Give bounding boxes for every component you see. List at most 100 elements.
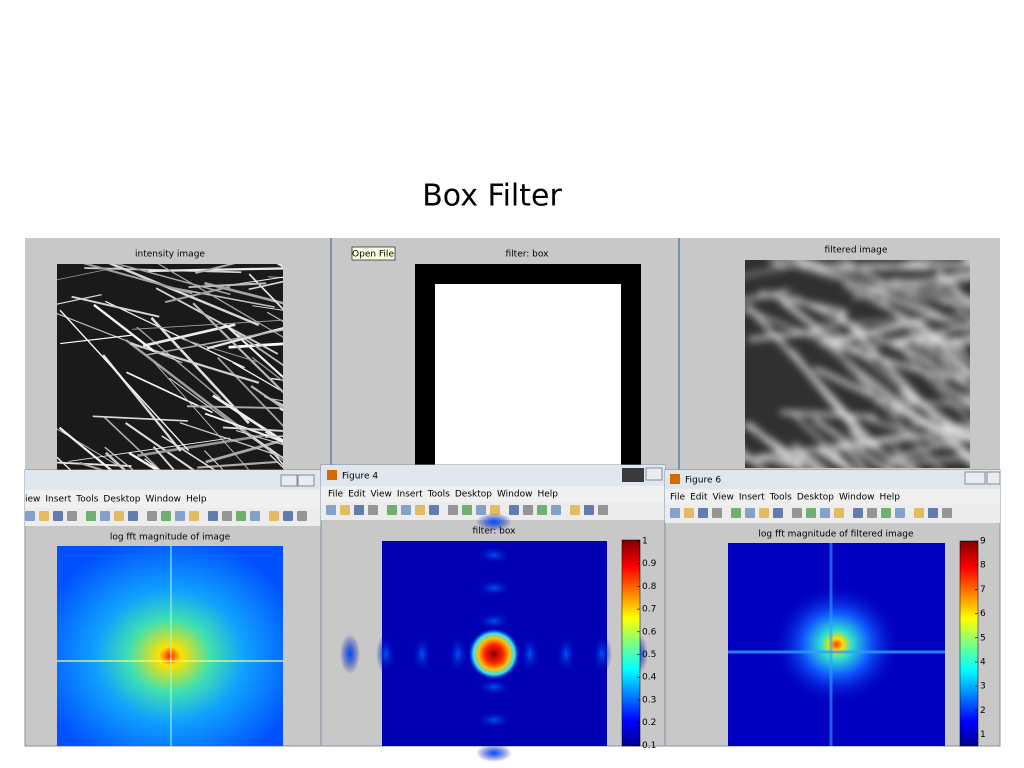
toolbar-button[interactable] [942,508,952,518]
toolbar-button[interactable] [598,505,608,515]
toolbar-button[interactable] [429,505,439,515]
grass-blade [892,407,970,440]
toolbar-button[interactable] [745,508,755,518]
toolbar-button[interactable] [326,505,336,515]
menu-item[interactable]: Insert [739,493,765,503]
grass-blade [153,361,250,470]
menu-item[interactable]: Insert [397,490,423,500]
maximize-button[interactable] [297,474,315,487]
toolbar-button[interactable] [731,508,741,518]
toolbar-button[interactable] [189,511,199,521]
toolbar-button[interactable] [820,508,830,518]
menu-item[interactable]: Edit [348,490,366,500]
menu-item[interactable]: iew [25,495,40,505]
maximize-button[interactable] [986,471,1001,485]
toolbar-button[interactable] [881,508,891,518]
toolbar-button[interactable] [792,508,802,518]
side-lobe [376,634,396,674]
menu-item[interactable]: Desktop [103,495,140,505]
menu-item[interactable]: Desktop [797,493,834,503]
menu-item[interactable]: Tools [427,490,450,500]
toolbar-button[interactable] [114,511,124,521]
toolbar-button[interactable] [269,511,279,521]
toolbar-button[interactable] [368,505,378,515]
toolbar-button[interactable] [584,505,594,515]
toolbar-button[interactable] [175,511,185,521]
toolbar-button[interactable] [853,508,863,518]
toolbar-button[interactable] [462,505,472,515]
grass-blade [812,417,888,468]
menu-item[interactable]: View [371,490,392,500]
toolbar-button[interactable] [340,505,350,515]
minimize-button[interactable] [280,474,298,487]
toolbar-button[interactable] [415,505,425,515]
plot-title: filtered image [825,246,888,256]
toolbar-button[interactable] [928,508,938,518]
menu-item[interactable]: Edit [690,493,708,503]
toolbar-button[interactable] [834,508,844,518]
toolbar-button[interactable] [236,511,246,521]
menu-item[interactable]: File [670,493,686,503]
toolbar-button[interactable] [401,505,411,515]
menu: File Edit View Insert Tools Desktop Window Help [670,493,900,503]
toolbar-button[interactable] [806,508,816,518]
toolbar-button[interactable] [25,511,35,521]
toolbar-button[interactable] [509,505,519,515]
menu-item[interactable]: Help [537,490,558,500]
menu-item[interactable]: View [713,493,734,503]
toolbar-button[interactable] [551,505,561,515]
side-lobe [476,744,512,762]
menu-item[interactable]: Help [186,495,207,505]
toolbar-button[interactable] [387,505,397,515]
menu-item[interactable]: Tools [769,493,792,503]
toolbar-button[interactable] [867,508,877,518]
toolbar-button[interactable] [86,511,96,521]
toolbar-button[interactable] [147,511,157,521]
maximize-button[interactable] [645,467,663,481]
toolbar-button[interactable] [283,511,293,521]
toolbar-button[interactable] [895,508,905,518]
menu-item[interactable]: Window [146,495,182,505]
toolbar-button[interactable] [914,508,924,518]
toolbar-button[interactable] [570,505,580,515]
grass-blade [60,334,132,345]
toolbar-button[interactable] [490,505,500,515]
toolbar-button[interactable] [100,511,110,521]
menu-item[interactable]: Help [879,493,900,503]
toolbar-button[interactable] [670,508,680,518]
toolbar-button[interactable] [773,508,783,518]
toolbar-button[interactable] [208,511,218,521]
toolbar-button[interactable] [523,505,533,515]
menu-item[interactable]: Desktop [455,490,492,500]
menu-item[interactable]: File [328,490,344,500]
toolbar-button[interactable] [222,511,232,521]
toolbar-button[interactable] [67,511,77,521]
toolbar-button[interactable] [250,511,260,521]
colorbar-tick-label: 0.9 [642,559,657,569]
menu-item[interactable]: Window [497,490,533,500]
grass-blade [840,357,941,468]
toolbar-button[interactable] [53,511,63,521]
toolbar-button[interactable] [684,508,694,518]
toolbar-button[interactable] [698,508,708,518]
toolbar-button[interactable] [712,508,722,518]
grass-blade [911,319,970,375]
toolbar-button[interactable] [476,505,486,515]
menu-item[interactable]: Tools [75,495,98,505]
toolbar-button[interactable] [537,505,547,515]
plot-title: log fft magnitude of filtered image [758,530,914,540]
minimize-button[interactable] [964,471,986,485]
toolbar-button[interactable] [161,511,171,521]
toolbar-button[interactable] [128,511,138,521]
menu-item[interactable]: Insert [45,495,71,505]
grass-blade [843,260,970,335]
menu-item[interactable]: Window [839,493,875,503]
toolbar-button[interactable] [297,511,307,521]
grass-blade [914,271,970,283]
toolbar-button[interactable] [759,508,769,518]
toolbar-button[interactable] [39,511,49,521]
toolbar-button[interactable] [354,505,364,515]
minimize-button[interactable] [622,468,644,482]
toolbar-button[interactable] [448,505,458,515]
